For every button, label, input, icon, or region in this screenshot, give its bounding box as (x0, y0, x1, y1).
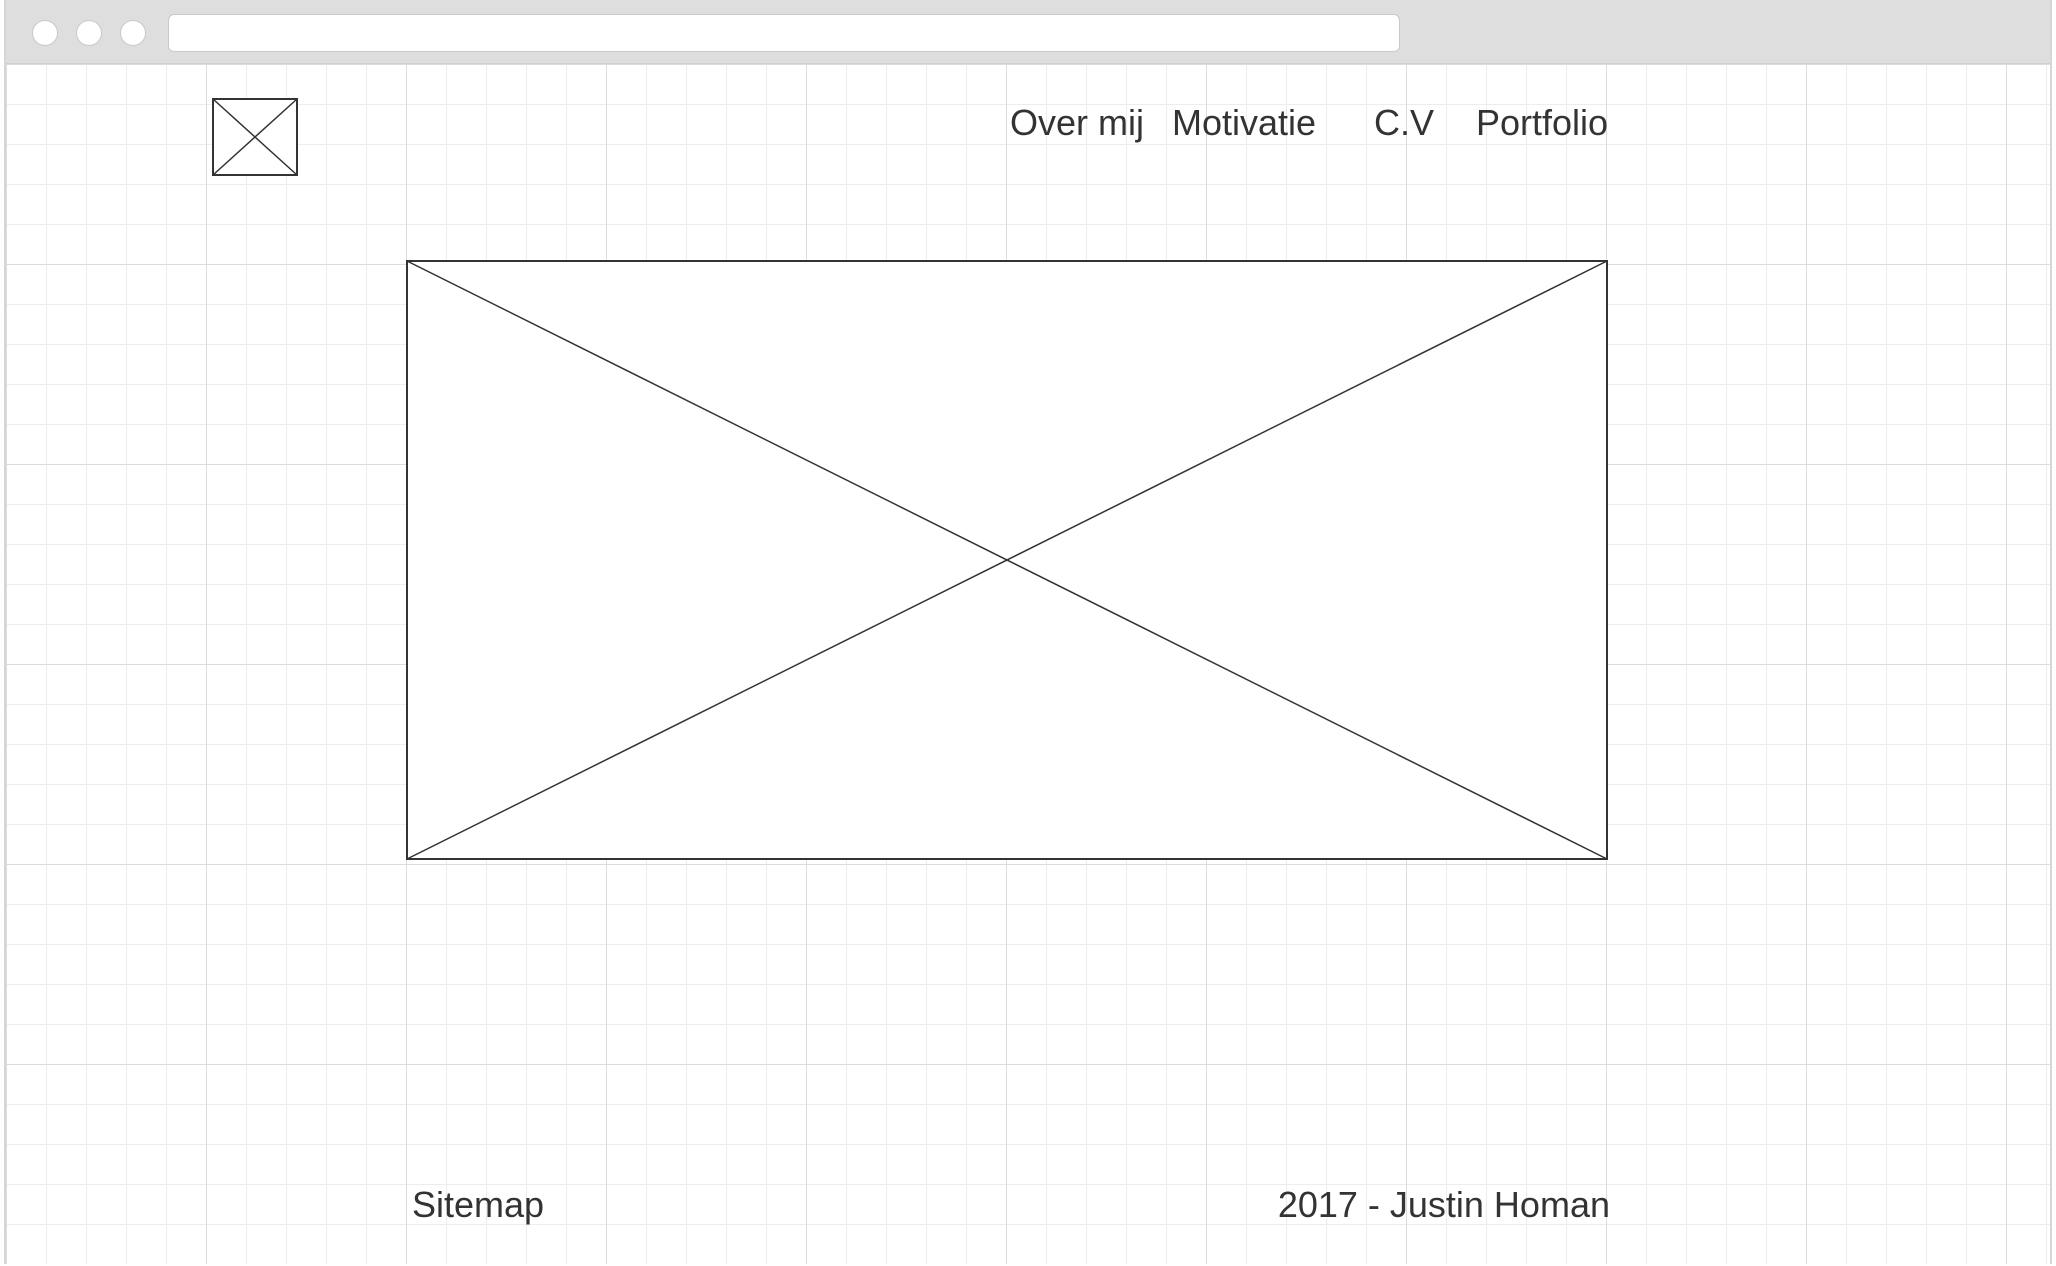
image-placeholder-icon (212, 98, 298, 176)
nav-item-motivatie[interactable]: Motivatie (1172, 102, 1317, 143)
browser-window: Over mij Motivatie C.V Portfolio Sitemap… (4, 0, 2052, 1264)
window-minimize-button[interactable] (76, 20, 102, 46)
browser-titlebar (6, 0, 2050, 64)
nav-item-portfolio[interactable]: Portfolio (1476, 102, 1609, 143)
hero-image-placeholder[interactable] (406, 260, 1608, 860)
image-placeholder-icon (406, 260, 1608, 860)
logo-image-placeholder[interactable] (212, 98, 298, 176)
footer-sitemap-link[interactable]: Sitemap (412, 1184, 545, 1225)
address-bar[interactable] (168, 14, 1400, 52)
window-close-button[interactable] (32, 20, 58, 46)
footer-copyright: 2017 - Justin Homan (1277, 1184, 1610, 1225)
nav-item-over-mij[interactable]: Over mij (1010, 102, 1144, 143)
main-navigation: Over mij Motivatie C.V Portfolio (1006, 98, 1616, 148)
wireframe-canvas: Over mij Motivatie C.V Portfolio Sitemap… (6, 64, 2050, 1264)
window-maximize-button[interactable] (120, 20, 146, 46)
nav-item-cv[interactable]: C.V (1374, 102, 1435, 143)
